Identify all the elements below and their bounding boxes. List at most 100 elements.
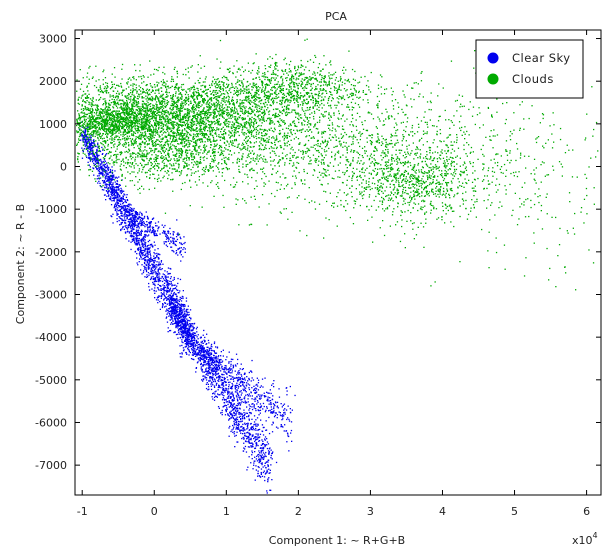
clear-sky-point [192, 351, 194, 353]
clear-sky-point [149, 225, 151, 227]
clouds-point [110, 141, 112, 144]
clear-sky-point [223, 390, 226, 392]
clear-sky-point [172, 298, 174, 300]
clear-sky-point [198, 346, 200, 348]
clear-sky-point [206, 367, 208, 369]
clear-sky-point [195, 328, 198, 330]
clear-sky-point [257, 436, 259, 438]
clear-sky-point [176, 317, 179, 319]
clear-sky-point [225, 365, 227, 367]
clear-sky-point [128, 232, 131, 234]
clear-sky-point [270, 392, 272, 395]
clear-sky-point [211, 381, 213, 383]
clear-sky-point [162, 278, 165, 280]
clear-sky-point [248, 404, 250, 406]
clouds-point [150, 135, 153, 137]
clear-sky-point [232, 417, 235, 420]
clear-sky-point [125, 214, 127, 216]
clouds-point [249, 113, 252, 115]
clear-sky-point [251, 418, 253, 420]
clear-sky-point [171, 317, 173, 319]
clear-sky-point [254, 479, 256, 481]
clouds-point [142, 120, 144, 122]
clear-sky-point [262, 386, 264, 388]
clouds-point [79, 133, 81, 135]
clear-sky-point [243, 412, 245, 414]
clear-sky-point [97, 142, 99, 144]
clear-sky-point [194, 353, 196, 355]
clear-sky-point [223, 374, 225, 376]
clear-sky-point [267, 478, 269, 480]
clear-sky-point [208, 362, 210, 364]
clear-sky-point [106, 166, 108, 168]
clear-sky-point [244, 429, 246, 431]
clear-sky-point [115, 206, 117, 208]
clear-sky-point [187, 347, 189, 349]
clear-sky-point [247, 431, 249, 433]
clear-sky-point [193, 358, 195, 361]
clear-sky-point [142, 271, 145, 274]
clear-sky-point [147, 228, 149, 230]
clouds-point [80, 97, 82, 99]
clear-sky-point [197, 352, 199, 354]
clouds-point [197, 133, 200, 135]
clear-sky-point [268, 448, 270, 450]
clouds-point [236, 161, 238, 163]
clear-sky-point [147, 255, 149, 257]
clear-sky-point [126, 205, 128, 207]
clear-sky-point [150, 255, 152, 257]
clouds-point [288, 108, 290, 110]
clear-sky-point [90, 148, 92, 150]
clear-sky-point [152, 275, 154, 278]
clear-sky-point [206, 356, 208, 358]
clear-sky-point [152, 226, 155, 229]
clear-sky-point [230, 375, 232, 377]
clear-sky-point [135, 238, 138, 240]
clear-sky-point [244, 390, 246, 392]
clouds-point [132, 110, 134, 113]
clouds-point [231, 100, 233, 102]
clear-sky-point [102, 153, 104, 155]
chart-title: PCA [325, 10, 347, 23]
clear-sky-point [92, 159, 94, 161]
clear-sky-point [163, 241, 165, 243]
clear-sky-point [148, 222, 150, 224]
clear-sky-point [239, 415, 241, 417]
clear-sky-point [182, 256, 184, 258]
clear-sky-point [138, 216, 141, 218]
clear-sky-point [107, 187, 109, 189]
clear-sky-point [206, 373, 208, 375]
clear-sky-point [250, 428, 253, 430]
clear-sky-point [164, 306, 166, 308]
clear-sky-point [241, 375, 243, 377]
clear-sky-point [177, 323, 179, 325]
clear-sky-point [202, 375, 204, 377]
clear-sky-point [178, 292, 180, 294]
clear-sky-point [113, 192, 116, 194]
clear-sky-point [92, 139, 94, 142]
clouds-point [212, 111, 214, 113]
clear-sky-point [111, 177, 113, 180]
clear-sky-point [246, 416, 248, 418]
clouds-point [128, 110, 131, 112]
clear-sky-point [170, 301, 173, 303]
clear-sky-point [110, 198, 112, 201]
clear-sky-point [137, 231, 139, 233]
clouds-point [187, 136, 190, 139]
clouds-point [155, 127, 157, 129]
clear-sky-point [130, 236, 133, 238]
clouds-point [230, 108, 232, 110]
clear-sky-point [146, 231, 148, 233]
clear-sky-point [180, 303, 183, 305]
clear-sky-point [207, 350, 209, 353]
clear-sky-point [260, 462, 262, 464]
clear-sky-point [249, 446, 251, 448]
clear-sky-point [179, 309, 181, 312]
clouds-point [208, 138, 210, 140]
clear-sky-point [193, 337, 195, 339]
clouds-point [87, 123, 89, 125]
clear-sky-point [150, 245, 152, 247]
clear-sky-point [235, 434, 237, 437]
clear-sky-point [149, 258, 151, 260]
clear-sky-point [238, 396, 240, 398]
